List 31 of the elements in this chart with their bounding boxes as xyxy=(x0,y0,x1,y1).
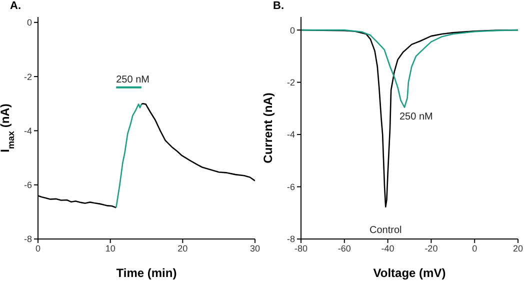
x-tick-label: 0 xyxy=(35,243,41,254)
y-tick-label: -6 xyxy=(24,180,32,190)
x-axis-title: Time (min) xyxy=(116,266,177,280)
y-tick-label: -2 xyxy=(286,77,295,88)
x-tick-label: -40 xyxy=(381,243,394,254)
line-series xyxy=(115,104,142,208)
y-tick-label: -4 xyxy=(286,130,295,140)
y-axis-title: Current (nA) xyxy=(261,92,275,164)
chart-title: A. xyxy=(10,0,21,12)
line-series xyxy=(140,102,255,182)
x-tick-label: 30 xyxy=(250,243,260,254)
x-tick-label: 20 xyxy=(178,243,188,254)
series-label: 250 nM xyxy=(400,111,433,122)
x-tick-label: 0 xyxy=(472,243,478,254)
x-tick-label: 20 xyxy=(512,243,524,254)
series-label: 250 nM xyxy=(116,74,150,86)
y-tick-label: -2 xyxy=(24,72,32,82)
x-tick-label: -20 xyxy=(424,243,438,254)
y-tick-label: 0 xyxy=(26,18,32,28)
x-tick-label: -80 xyxy=(294,243,308,254)
text: Control xyxy=(370,224,402,236)
chart-title: B. xyxy=(273,0,284,12)
y-tick-label: 0 xyxy=(290,25,295,36)
x-tick-label: -60 xyxy=(338,243,351,254)
y-tick-label: -8 xyxy=(286,234,295,244)
line-series xyxy=(301,29,518,108)
x-axis-title: Voltage (mV) xyxy=(373,266,446,280)
y-tick-label: -6 xyxy=(286,182,295,192)
y-tick-label: -4 xyxy=(24,126,32,136)
y-tick-label: -8 xyxy=(24,234,32,244)
x-tick-label: 10 xyxy=(105,243,116,254)
